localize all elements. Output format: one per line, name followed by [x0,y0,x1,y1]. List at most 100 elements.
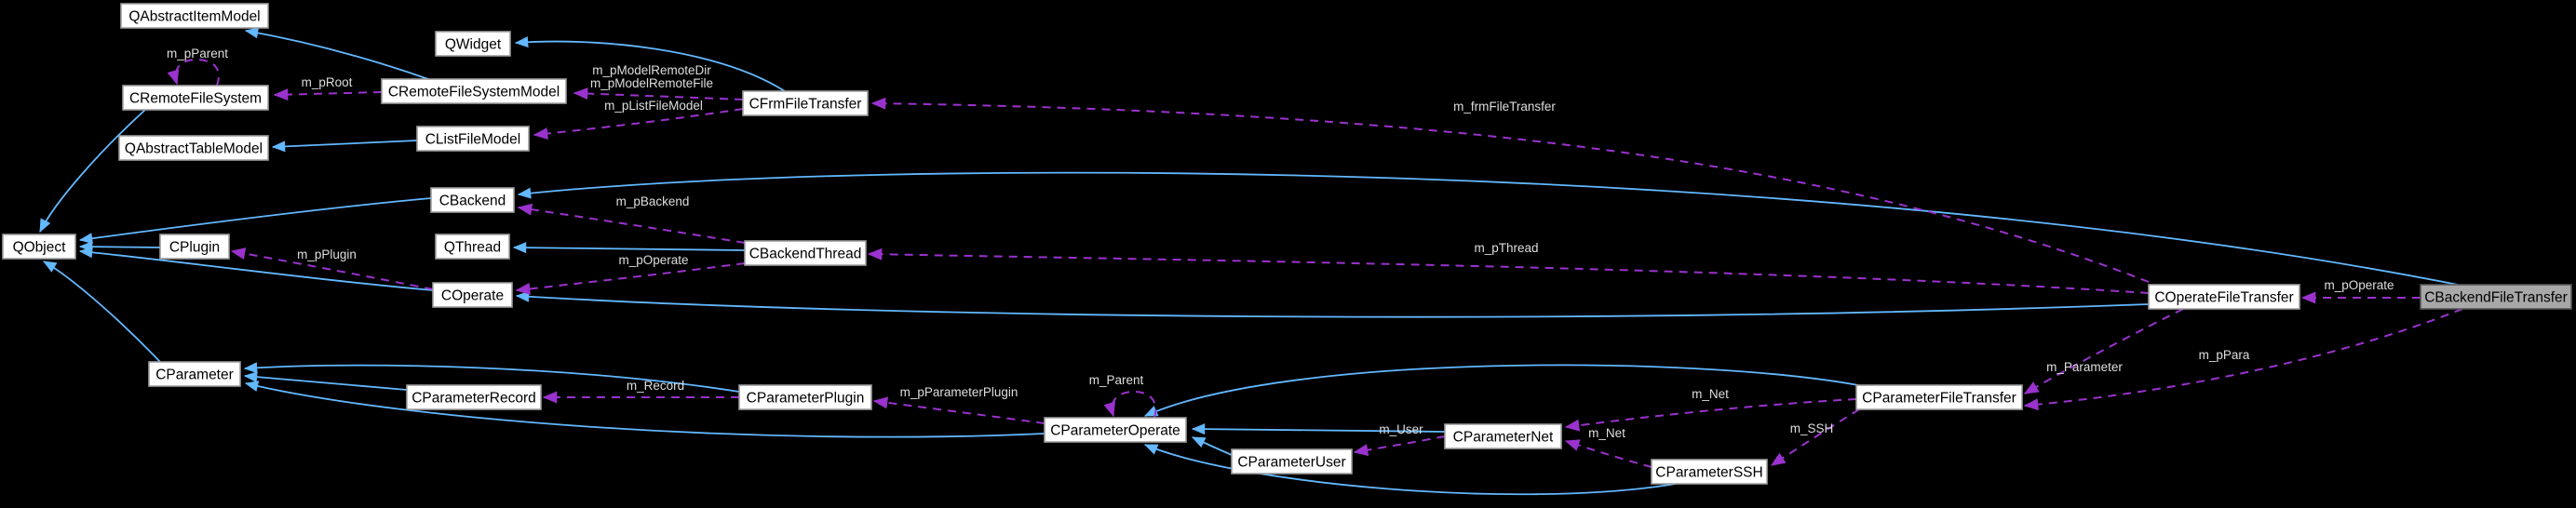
edge-COperateFileTransfer-to-COperate [515,290,2150,318]
edge-CParameterUser-to-CParameterOperate [1191,436,1233,456]
class-node-CParameterNet[interactable]: CParameterNet [1444,423,1562,449]
class-node-CListFileModel[interactable]: CListFileModel [416,126,530,152]
class-node-label-COperateFileTransfer: COperateFileTransfer [2154,290,2293,306]
edge-CBackendThread-to-CBackend [517,203,746,244]
class-node-CParameterUser[interactable]: CParameterUser [1231,448,1353,475]
edge-CRemoteFileSystemModel-to-CRemoteFileSystem [273,88,383,101]
class-node-box-QObject[interactable] [2,234,76,260]
edge-label-CParameterSSH-to-CParameterNet: m_Net [1588,426,1625,440]
edge-CRemoteFileSystem-to-CRemoteFileSystem [167,58,220,87]
class-node-box-CParameterUser[interactable] [1231,448,1353,475]
edge-CFrmFileTransfer-to-CListFileModel [533,108,744,140]
class-node-QThread[interactable]: QThread [435,234,510,260]
class-node-box-CRemoteFileSystemModel[interactable] [381,78,567,104]
class-node-box-CParameterNet[interactable] [1444,423,1562,449]
class-node-label-CListFileModel: CListFileModel [425,132,521,148]
class-node-CBackend[interactable]: CBackend [430,187,515,213]
class-node-QAbstractTableModel[interactable]: QAbstractTableModel [118,135,269,161]
edge-CRemoteFileSystem-to-QObject [39,109,146,234]
edge-label-CFrmFileTransfer-to-CListFileModel: m_pListFileModel [604,99,703,113]
class-node-CFrmFileTransfer[interactable]: CFrmFileTransfer [742,90,869,116]
class-node-box-CBackendThread[interactable] [744,240,867,266]
class-node-COperateFileTransfer[interactable]: COperateFileTransfer [2148,284,2300,310]
edge-CRemoteFileSystemModel-to-QAbstractItemModel [244,27,429,80]
class-node-CBackendFileTransfer[interactable]: CBackendFileTransfer [2420,284,2572,310]
edge-COperate-to-CPlugin [230,247,434,290]
edge-label-CBackendFileTransfer-to-CParameterFileTransfer: m_pPara [2199,348,2250,362]
class-node-box-CListFileModel[interactable] [416,126,530,152]
class-node-box-CRemoteFileSystem[interactable] [122,85,269,111]
class-node-CParameterPlugin[interactable]: CParameterPlugin [738,384,872,410]
class-node-label-CFrmFileTransfer: CFrmFileTransfer [749,97,862,113]
class-node-CRemoteFileSystem[interactable]: CRemoteFileSystem [122,85,269,111]
edge-CParameter-to-QObject [42,261,161,363]
class-node-label-QObject: QObject [13,240,67,256]
edge-label-CBackendThread-to-COperate: m_pOperate [618,253,688,267]
edge-COperateFileTransfer-to-CParameterFileTransfer [2023,308,2184,394]
class-node-box-CPlugin[interactable] [159,234,230,260]
class-node-box-CFrmFileTransfer[interactable] [742,90,869,116]
class-node-box-CParameter[interactable] [148,361,241,387]
class-node-CParameter[interactable]: CParameter [148,361,241,387]
class-node-box-CParameterSSH[interactable] [1651,459,1768,485]
class-node-QWidget[interactable]: QWidget [435,31,511,57]
class-node-label-CRemoteFileSystemModel: CRemoteFileSystemModel [388,85,560,100]
edge-labels-layer: m_pParent m_pRoot m_pModelRemoteDir m_pMode… [167,47,2394,440]
class-node-box-COperateFileTransfer[interactable] [2148,284,2300,310]
class-node-COperate[interactable]: COperate [432,282,513,308]
edge-COperateFileTransfer-to-CFrmFileTransfer [870,97,2150,283]
class-node-box-CBackend[interactable] [430,187,515,213]
class-node-CRemoteFileSystemModel[interactable]: CRemoteFileSystemModel [381,78,567,104]
class-node-box-CParameterFileTransfer[interactable] [1855,384,2023,410]
edge-label-CParameterFileTransfer-to-CParameterSSH: m_SSH [1790,421,1834,435]
class-node-label-CParameterOperate: CParameterOperate [1050,423,1180,439]
edge-COperate-to-QObject [78,247,434,291]
class-node-label-QThread: QThread [444,240,501,256]
edge-CParameterFileTransfer-to-CParameterSSH [1770,408,1860,466]
class-node-box-COperate[interactable] [432,282,513,308]
edge-CParameterOperate-to-CParameterOperate [1103,390,1157,419]
edge-CBackendThread-to-QThread [512,242,746,254]
edge-CParameterFileTransfer-to-CParameterNet [1564,398,1857,432]
class-node-QObject[interactable]: QObject [2,234,76,260]
edge-CParameterOperate-to-CParameterPlugin [872,396,1045,424]
edge-label-CBackendThread-to-CBackend: m_pBackend [616,194,690,208]
class-node-box-QAbstractItemModel[interactable] [120,3,269,29]
class-node-label-CPlugin: CPlugin [169,240,220,256]
class-node-box-QWidget[interactable] [435,31,511,57]
class-node-label-QAbstractItemModel: QAbstractItemModel [128,9,260,25]
class-node-label-CParameterUser: CParameterUser [1237,455,1345,471]
class-node-CParameterFileTransfer[interactable]: CParameterFileTransfer [1855,384,2023,410]
class-node-QAbstractItemModel[interactable]: QAbstractItemModel [120,3,269,29]
class-node-label-CRemoteFileSystem: CRemoteFileSystem [129,91,262,107]
class-node-CBackendThread[interactable]: CBackendThread [744,240,867,266]
edge-CParameterNet-to-CParameterOperate [1191,423,1446,435]
edge-label-COperateFileTransfer-to-CParameterFileTransfer: m_Parameter [2046,360,2123,374]
class-node-CParameterOperate[interactable]: CParameterOperate [1044,417,1187,443]
class-node-CParameterSSH[interactable]: CParameterSSH [1651,459,1768,485]
class-node-box-CParameterRecord[interactable] [406,384,542,410]
edge-CParameterPlugin-to-CParameter [243,362,740,393]
edge-label-CRemoteFileSystemModel-to-CRemoteFileSystem: m_pRoot [302,75,353,89]
class-node-CPlugin[interactable]: CPlugin [159,234,230,260]
class-node-CParameterRecord[interactable]: CParameterRecord [406,384,542,410]
class-node-label-QWidget: QWidget [445,37,502,53]
class-node-box-CBackendFileTransfer[interactable] [2420,284,2572,310]
edge-CParameterFileTransfer-to-CParameterOperate [1143,364,1859,417]
edge-CBackendFileTransfer-to-CParameterFileTransfer [2023,308,2463,411]
class-node-box-CParameterPlugin[interactable] [738,384,872,410]
class-node-label-CParameterNet: CParameterNet [1453,430,1554,446]
class-node-box-QThread[interactable] [435,234,510,260]
class-node-label-CBackendThread: CBackendThread [749,247,862,262]
class-node-box-CParameterOperate[interactable] [1044,417,1187,443]
edge-COperateFileTransfer-to-CBackendThread [867,247,2150,294]
class-node-label-CParameterSSH: CParameterSSH [1655,465,1762,481]
class-node-label-QAbstractTableModel: QAbstractTableModel [125,141,263,157]
edge-CParameterRecord-to-CParameter [243,371,408,391]
class-node-label-CBackend: CBackend [439,194,506,209]
edge-CParameterSSH-to-CParameterNet [1564,439,1652,468]
class-node-box-QAbstractTableModel[interactable] [118,135,269,161]
edge-label-CParameterPlugin-to-CParameterRecord: m_Record [627,379,684,393]
